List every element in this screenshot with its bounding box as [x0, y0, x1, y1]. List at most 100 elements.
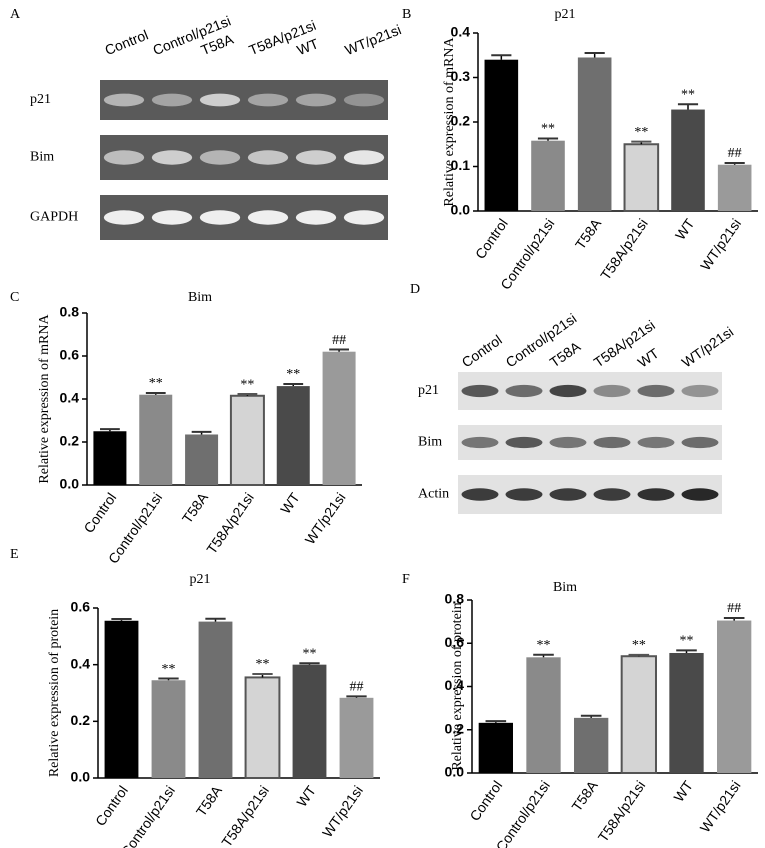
panel-label: C	[10, 290, 19, 305]
significance: ##	[728, 146, 742, 161]
bar	[623, 143, 660, 212]
bar	[229, 394, 265, 486]
x-tick-label: Control	[466, 778, 505, 824]
chart-title: p21	[555, 7, 576, 22]
bar	[322, 351, 356, 485]
y-tick-label: 0.0	[60, 476, 80, 492]
bar	[484, 59, 519, 212]
bar	[93, 431, 127, 485]
band	[199, 93, 241, 107]
lane-label: Control	[103, 26, 151, 58]
row-label: Bim	[30, 150, 54, 165]
band	[461, 488, 499, 501]
band	[637, 488, 675, 501]
x-tick-label: T58A	[179, 489, 212, 526]
row-label: Bim	[418, 435, 442, 450]
gel-strip	[458, 475, 722, 514]
x-tick-label: T58A	[193, 782, 226, 819]
x-tick-label: Control	[92, 783, 131, 829]
lane-label: WT	[295, 35, 322, 58]
x-tick-label: T58A/p21si	[595, 778, 649, 845]
significance: ##	[350, 680, 364, 695]
y-tick-label: 0.0	[445, 764, 465, 780]
x-tick-label: WT/p21si	[697, 778, 744, 836]
gel-strip	[100, 80, 388, 120]
significance: **	[632, 638, 646, 653]
y-tick-label: 0.1	[451, 157, 471, 173]
y-tick-label: 0.4	[60, 390, 80, 406]
y-tick-label: 0.4	[445, 677, 465, 693]
y-tick-label: 0.2	[445, 720, 465, 736]
bar	[244, 676, 281, 780]
bar	[292, 664, 327, 778]
bar	[526, 657, 561, 773]
y-axis-label: Relative expression of protein	[47, 609, 62, 777]
band	[199, 150, 241, 165]
bar	[531, 140, 565, 211]
band	[681, 436, 719, 449]
bar	[276, 386, 310, 485]
band	[593, 488, 631, 501]
band	[247, 150, 289, 165]
band	[103, 93, 145, 107]
significance: ##	[332, 333, 346, 348]
band	[461, 384, 499, 398]
band	[247, 93, 289, 107]
row-label: Actin	[418, 487, 449, 502]
gel-strip	[100, 135, 388, 180]
x-tick-label: T58A/p21si	[597, 216, 651, 283]
x-tick-label: WT/p21si	[697, 216, 744, 274]
gel-strip	[100, 195, 388, 240]
bar	[339, 697, 374, 778]
bar	[620, 655, 657, 774]
panel-label: F	[402, 572, 410, 587]
row-label: p21	[30, 92, 51, 107]
y-tick-label: 0.2	[451, 113, 471, 129]
band	[247, 210, 289, 225]
panel-label: E	[10, 547, 19, 562]
x-tick-label: T58A/p21si	[203, 490, 257, 557]
x-tick-label: WT	[672, 215, 698, 242]
band	[343, 93, 385, 107]
y-tick-label: 0.2	[71, 712, 91, 728]
band	[295, 210, 337, 225]
bar	[669, 652, 704, 773]
bar	[104, 620, 139, 778]
bar	[198, 621, 233, 778]
band	[505, 488, 543, 501]
y-axis-label: Relative expression of protein	[450, 602, 465, 770]
chart-title: Bim	[188, 290, 212, 305]
lane-label: Control	[459, 331, 505, 370]
gel-strip	[458, 425, 722, 460]
x-tick-label: WT	[277, 489, 303, 516]
y-tick-label: 0.8	[60, 304, 80, 320]
band	[549, 488, 587, 501]
significance: ##	[727, 601, 741, 616]
y-tick-label: 0.0	[451, 202, 471, 218]
row-label: GAPDH	[30, 210, 78, 225]
y-tick-label: 0.4	[71, 655, 91, 671]
significance: **	[162, 662, 176, 677]
significance: **	[240, 377, 254, 392]
band	[151, 150, 193, 165]
band	[151, 210, 193, 225]
band	[681, 384, 719, 398]
band	[637, 436, 675, 449]
significance: **	[541, 122, 555, 137]
x-tick-label: T58A/p21si	[218, 783, 272, 848]
band	[343, 150, 385, 165]
lane-label: T58A	[547, 338, 584, 371]
band	[199, 210, 241, 225]
x-tick-label: WT/p21si	[319, 783, 366, 841]
bar	[717, 620, 752, 773]
panel-label: A	[10, 7, 21, 22]
significance: **	[256, 657, 270, 672]
lane-label: WT/p21si	[343, 21, 404, 58]
y-tick-label: 0.6	[71, 599, 91, 615]
significance: **	[303, 646, 317, 661]
panel-label: D	[410, 282, 420, 297]
band	[295, 93, 337, 107]
lane-label: WT	[635, 345, 662, 371]
bar	[577, 57, 612, 211]
